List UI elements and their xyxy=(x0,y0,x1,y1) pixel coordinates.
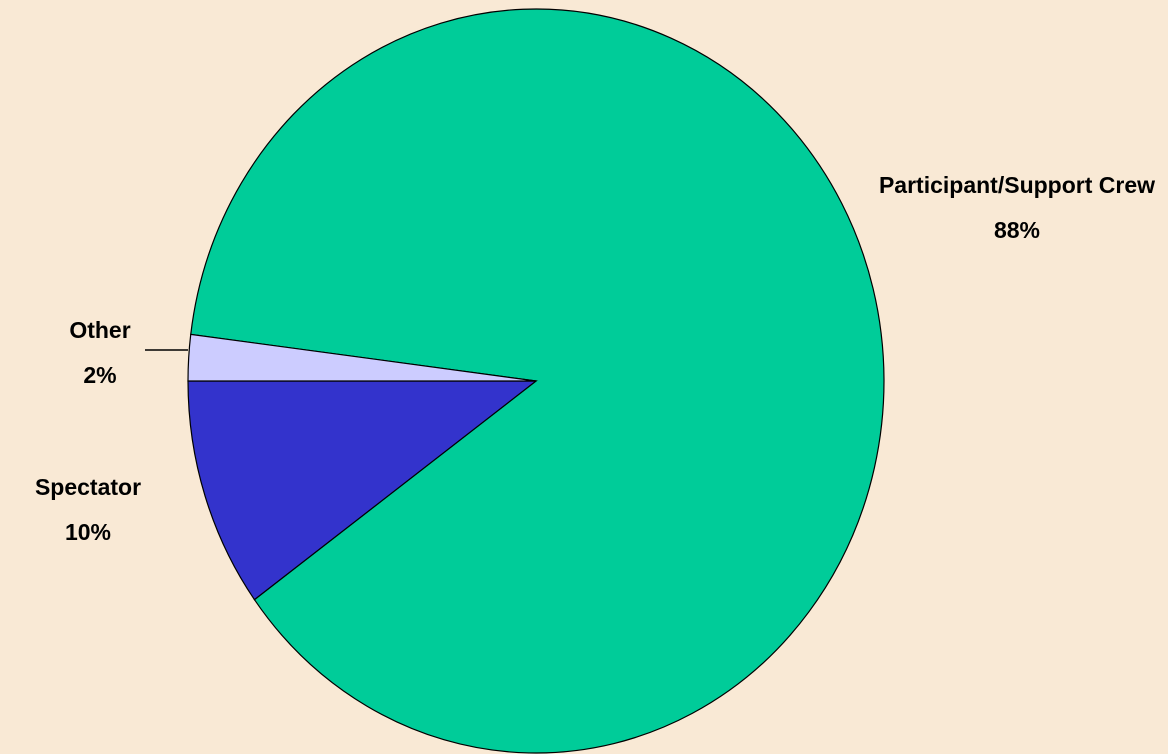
slice-label: Other 2% xyxy=(40,308,160,398)
category-label: Spectator xyxy=(34,474,142,500)
slice-label: Spectator 10% xyxy=(8,465,168,555)
category-label: Other xyxy=(69,317,131,343)
pie-slice xyxy=(187,380,538,601)
pie-slice xyxy=(190,8,885,754)
value-label: 88% xyxy=(993,217,1041,243)
value-label: 2% xyxy=(83,362,117,388)
value-label: 10% xyxy=(64,519,112,545)
slice-label: Participant/Support Crew 88% xyxy=(866,163,1168,253)
category-label: Participant/Support Crew xyxy=(878,172,1156,198)
pie-slice xyxy=(187,333,537,382)
